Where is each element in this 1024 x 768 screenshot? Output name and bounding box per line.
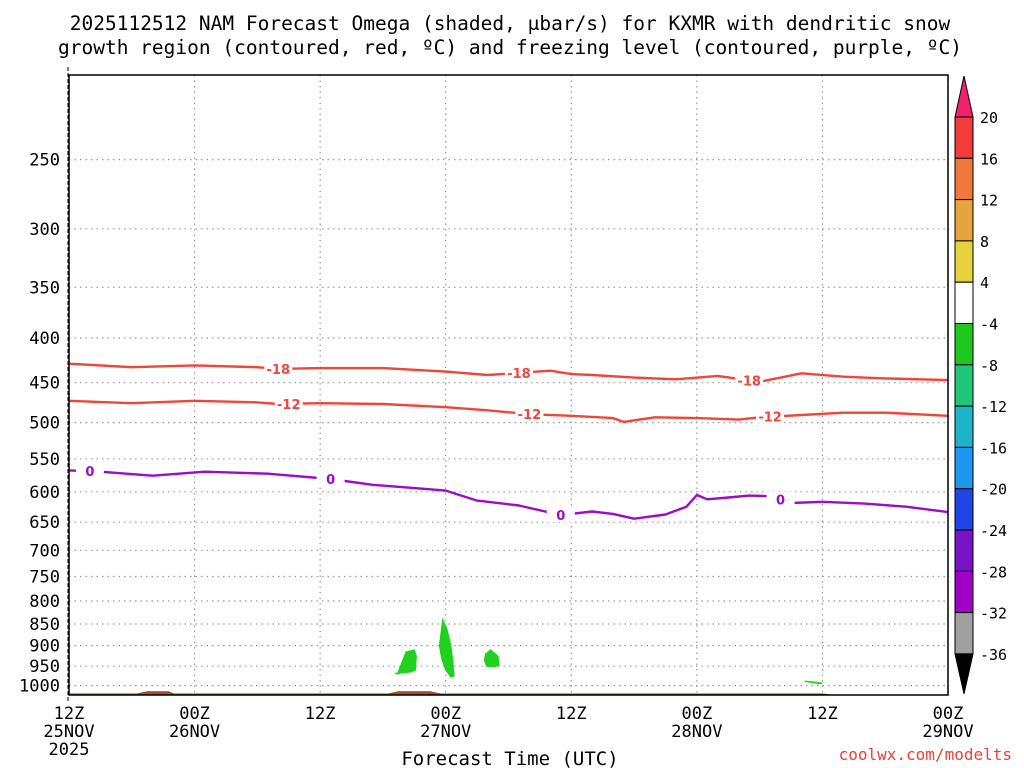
colorbar-segment <box>954 364 974 407</box>
y-tick-label: 900 <box>29 637 60 657</box>
colorbar-level-label: -8 <box>980 357 998 375</box>
colorbar-level-label: -20 <box>980 481 1007 499</box>
x-tick-label: 29NOV <box>922 722 973 742</box>
y-tick-label: 450 <box>29 374 60 394</box>
x-axis-title: Forecast Time (UTC) <box>401 748 618 768</box>
axes: 2503003504004505005506006507007508008509… <box>19 67 974 760</box>
colorbar-bottom-arrow <box>954 653 974 695</box>
x-tick-label: 12Z <box>54 704 85 724</box>
x-tick-label: 00Z <box>933 704 964 724</box>
colorbar-level-label: 4 <box>980 274 989 292</box>
colorbar-segment <box>954 612 974 655</box>
contour-label-background <box>735 372 764 388</box>
x-tick-label: 00Z <box>430 704 461 724</box>
colorbar-segment <box>954 529 974 572</box>
colorbar-level-label: 20 <box>980 109 998 127</box>
contour-label: -12 <box>518 408 542 423</box>
contour-label: -12 <box>758 411 782 426</box>
colorbar-top-arrow <box>954 75 974 118</box>
colorbar-level-label: -32 <box>980 605 1007 623</box>
contour-label-background <box>546 507 575 523</box>
y-tick-label: 550 <box>29 450 60 470</box>
source-credit: coolwx.com/modelts <box>839 745 1012 764</box>
colorbar-level-label: -16 <box>980 439 1007 457</box>
colorbar-level-label: -36 <box>980 646 1007 664</box>
contour-label: -18 <box>507 367 531 382</box>
contour-label: 0 <box>556 509 565 524</box>
chart-title-line-1: 2025112512 NAM Forecast Omega (shaded, μ… <box>70 12 951 35</box>
omega-shaded-region <box>438 617 455 678</box>
y-tick-label: 350 <box>29 278 60 298</box>
contour-label-background <box>515 406 544 422</box>
y-tick-label: 800 <box>29 592 60 612</box>
x-tick-label: 00Z <box>179 704 210 724</box>
x-tick-label: 00Z <box>681 704 712 724</box>
colorbar-segment <box>954 116 974 159</box>
x-tick-label: 12Z <box>305 704 336 724</box>
colorbar-segment <box>954 281 974 325</box>
contour-label: 0 <box>326 473 335 488</box>
y-tick-label: 600 <box>29 483 60 503</box>
contour-label: -18 <box>267 363 291 378</box>
x-tick-label: 28NOV <box>671 722 722 742</box>
colorbar-level-label: -12 <box>980 398 1007 416</box>
y-tick-label: 300 <box>29 220 60 240</box>
contour-line <box>68 362 949 383</box>
y-tick-label: 400 <box>29 329 60 349</box>
colorbar-level-label: 16 <box>980 150 998 168</box>
chart-title-line-2: growth region (contoured, red, ºC) and f… <box>58 36 962 59</box>
colorbar-segment <box>954 405 974 448</box>
colorbar-level-label: -24 <box>980 522 1007 540</box>
y-tick-label: 700 <box>29 541 60 561</box>
contour-label-background <box>766 491 795 507</box>
y-tick-label: 850 <box>29 615 60 635</box>
contour-label: -12 <box>277 398 301 413</box>
contour-label-background <box>75 463 104 479</box>
contour-label-background <box>274 395 303 411</box>
contour-label: 0 <box>85 465 94 480</box>
contour-label-background <box>504 364 533 380</box>
contour-label: -18 <box>737 374 761 389</box>
colorbar-segment <box>954 240 974 283</box>
y-tick-label: 650 <box>29 513 60 533</box>
x-tick-label: 27NOV <box>420 722 471 742</box>
y-tick-label: 250 <box>29 151 60 171</box>
plot-frame <box>68 74 949 696</box>
y-tick-label: 1000 <box>19 677 60 697</box>
colorbar-segment <box>954 570 974 614</box>
x-tick-label: 12Z <box>807 704 838 724</box>
omega-colorbar: 20 16 12 8 4 -4 -8 -12 -16 -20 -24 -28 -32 -36 <box>954 75 1007 695</box>
x-tick-label: 25NOV <box>43 722 94 742</box>
contour-label-background <box>756 408 785 424</box>
contour-label: 0 <box>776 494 785 509</box>
colorbar-segment <box>954 157 974 201</box>
y-tick-label: 750 <box>29 567 60 587</box>
y-tick-label: 950 <box>29 657 60 677</box>
colorbar-segment <box>954 199 974 242</box>
y-tick-label: 500 <box>29 414 60 434</box>
colorbar-level-label: -28 <box>980 563 1007 581</box>
x-tick-label: 2025 <box>49 740 90 760</box>
plot-area: -18 -18 -18 -12 -12 -12 0 0 0 0 <box>68 75 949 696</box>
colorbar-segment <box>954 446 974 490</box>
colorbar-level-label: 8 <box>980 233 989 251</box>
contour-label-background <box>264 360 293 376</box>
colorbar-level-label: 12 <box>980 192 998 210</box>
plot-background <box>69 75 948 695</box>
colorbar-segment <box>954 488 974 531</box>
colorbar-segment <box>954 323 974 366</box>
omega-shaded-region <box>483 649 500 668</box>
colorbar-level-label: -4 <box>980 316 998 334</box>
omega-shaded-region <box>394 649 417 675</box>
x-tick-label: 12Z <box>556 704 587 724</box>
omega-shaded-region <box>804 680 823 685</box>
contour-line <box>68 399 949 424</box>
x-tick-label: 26NOV <box>169 722 220 742</box>
contour-label-background <box>316 470 345 486</box>
